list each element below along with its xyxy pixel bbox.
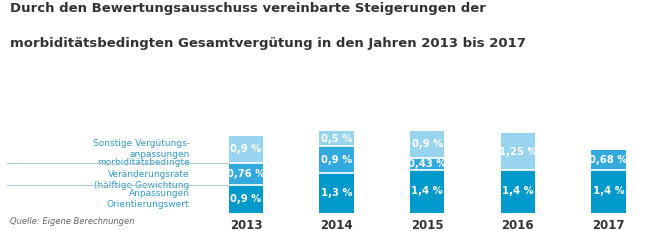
Bar <box>501 133 535 170</box>
Bar <box>410 158 444 170</box>
Text: 0,9 %: 0,9 % <box>230 144 261 154</box>
Bar <box>319 131 354 146</box>
Text: 1,4 %: 1,4 % <box>593 186 624 197</box>
Text: morbiditätsbedingte
Veränderungsrate
(hälftige Gewichtung: morbiditätsbedingte Veränderungsrate (hä… <box>94 158 190 190</box>
Bar <box>410 170 444 213</box>
Text: 0,68 %: 0,68 % <box>589 155 628 165</box>
Bar <box>501 170 535 213</box>
Bar <box>229 136 263 163</box>
Text: 0,9 %: 0,9 % <box>321 155 352 165</box>
Text: 1,4 %: 1,4 % <box>412 186 443 197</box>
Text: 0,5 %: 0,5 % <box>321 134 352 144</box>
Text: morbiditätsbedingten Gesamtvergütung in den Jahren 2013 bis 2017: morbiditätsbedingten Gesamtvergütung in … <box>10 37 526 50</box>
Text: 0,76 %: 0,76 % <box>227 169 265 179</box>
Bar <box>591 150 626 170</box>
Text: Anpassungen
Orientierungswert: Anpassungen Orientierungswert <box>107 189 190 209</box>
Bar <box>319 173 354 213</box>
Text: 0,9 %: 0,9 % <box>230 194 261 204</box>
Text: 0,9 %: 0,9 % <box>412 139 443 149</box>
Text: 1,3 %: 1,3 % <box>321 188 352 198</box>
Text: 1,25 %: 1,25 % <box>499 147 537 157</box>
Bar <box>591 170 626 213</box>
Bar <box>410 131 444 158</box>
Bar <box>319 146 354 173</box>
Text: Sonstige Vergütungs-
anpassungen: Sonstige Vergütungs- anpassungen <box>92 139 190 159</box>
Text: 1,4 %: 1,4 % <box>502 186 534 197</box>
Bar <box>229 185 263 213</box>
Text: Quelle: Eigene Berechnungen: Quelle: Eigene Berechnungen <box>10 217 134 226</box>
Text: 0,43 %: 0,43 % <box>408 159 446 169</box>
Text: Durch den Bewertungsausschuss vereinbarte Steigerungen der: Durch den Bewertungsausschuss vereinbart… <box>10 2 486 15</box>
Bar <box>229 163 263 185</box>
